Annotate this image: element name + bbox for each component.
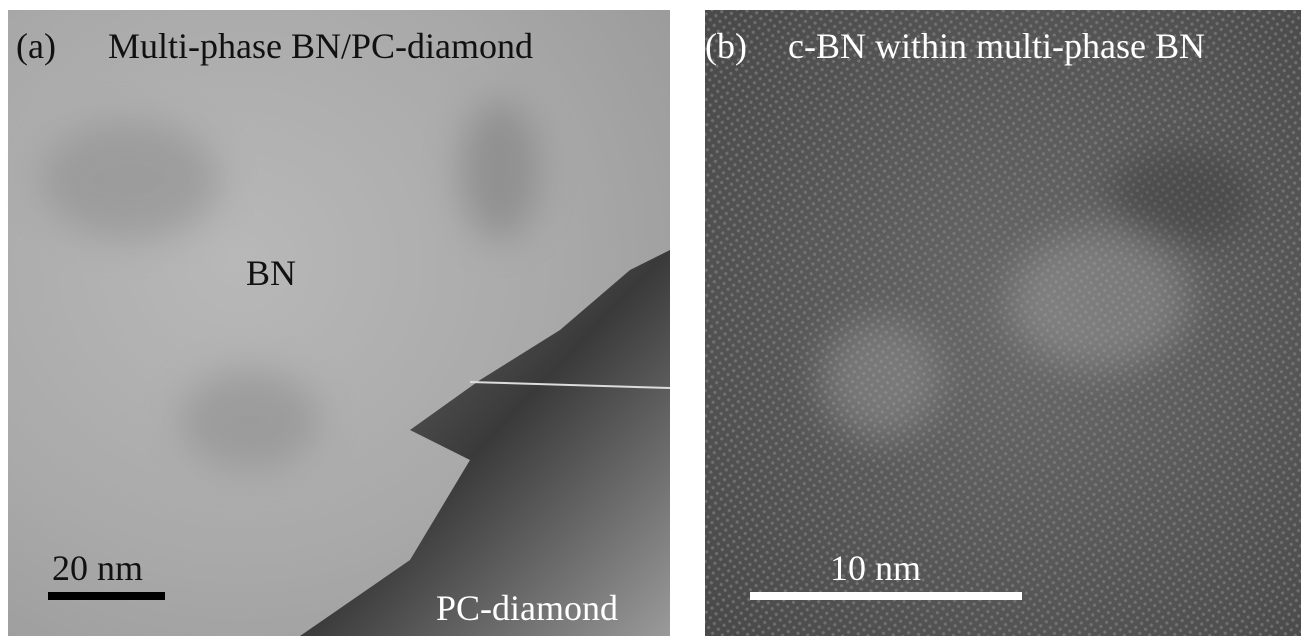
page: (a) Multi-phase BN/PC-diamond BN PC-diam… [0,0,1301,636]
annotation: PC-diamond [436,588,618,628]
scale-bar [750,592,1022,600]
scale-bar-label: 20 nm [52,548,143,588]
panel-b: (b) c-BN within multi-phase BN 10 nm [705,10,1301,636]
panel-label: (a) [16,26,56,66]
annotation: BN [246,253,296,293]
figure: (a) Multi-phase BN/PC-diamond BN PC-diam… [0,0,1301,636]
panel-title: Multi-phase BN/PC-diamond [108,26,533,66]
scale-bar-label: 10 nm [830,548,921,588]
scale-bar [48,592,165,600]
panel-label: (b) [705,26,747,66]
lattice-fringes [705,10,1301,636]
panel-title: c-BN within multi-phase BN [788,26,1205,66]
panel-a: (a) Multi-phase BN/PC-diamond BN PC-diam… [8,10,670,636]
